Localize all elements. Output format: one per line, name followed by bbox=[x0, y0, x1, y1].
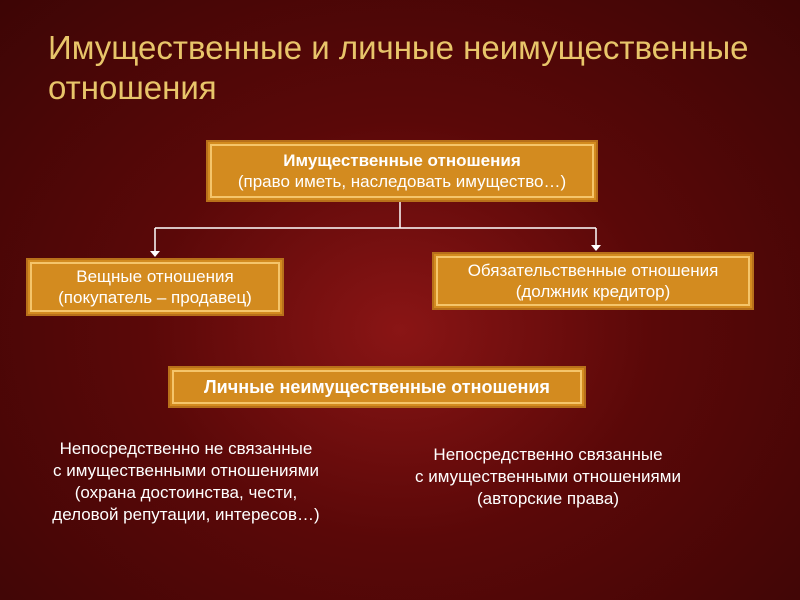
box-property-title: Имущественные отношения bbox=[283, 150, 521, 171]
box-real-line1: Вещные отношения bbox=[76, 266, 233, 287]
box-property-sub: (право иметь, наследовать имущество…) bbox=[238, 171, 566, 192]
slide: Имущественные и личные неимущественные о… bbox=[0, 0, 800, 600]
slide-title: Имущественные и личные неимущественные о… bbox=[48, 28, 752, 107]
box-property-relations: Имущественные отношения (право иметь, на… bbox=[206, 140, 598, 202]
box-obl-line1: Обязательственные отношения bbox=[468, 260, 719, 281]
box-obl-line2: (должник кредитор) bbox=[516, 281, 671, 302]
box-personal-nonproperty: Личные неимущественные отношения bbox=[168, 366, 586, 408]
box-real-line2: (покупатель – продавец) bbox=[58, 287, 252, 308]
box-personal-line1: Личные неимущественные отношения bbox=[204, 376, 550, 399]
box-obligatory-relations: Обязательственные отношения (должник кре… bbox=[432, 252, 754, 310]
box-real-relations: Вещные отношения (покупатель – продавец) bbox=[26, 258, 284, 316]
text-not-connected: Непосредственно не связанныес имуществен… bbox=[16, 438, 356, 526]
text-connected: Непосредственно связанныес имущественным… bbox=[378, 444, 718, 510]
